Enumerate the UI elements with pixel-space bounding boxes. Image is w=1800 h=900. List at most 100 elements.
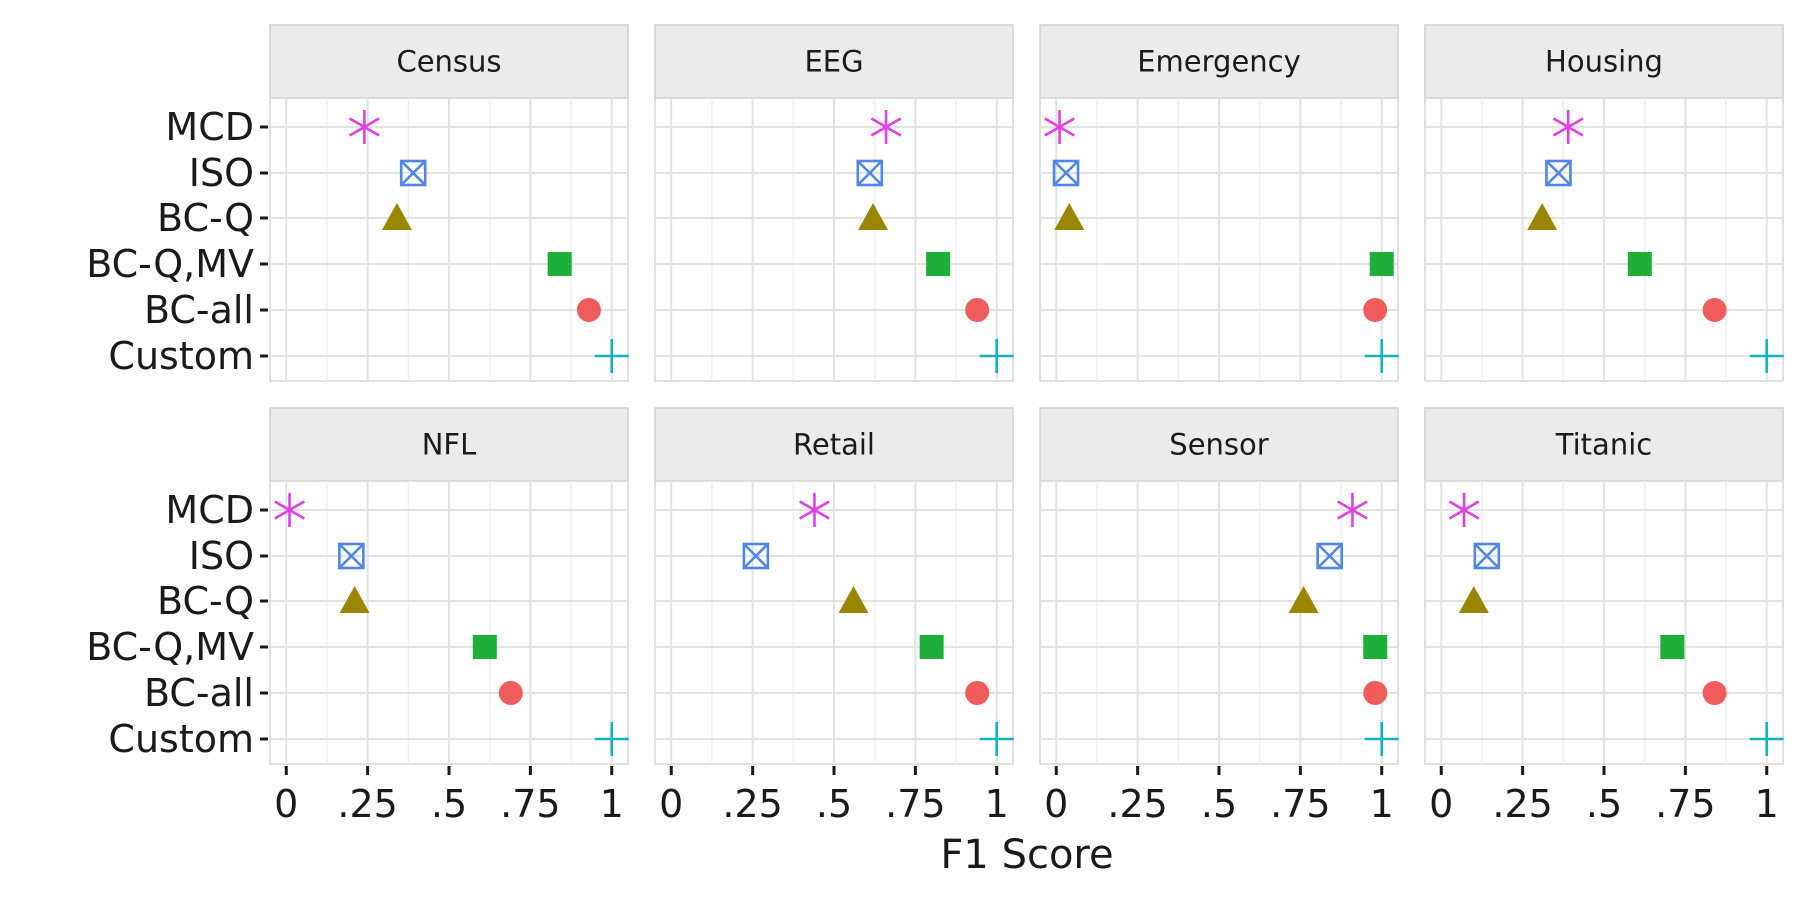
marker-retail-iso — [742, 542, 770, 570]
marker-census-mcd-stroke-2 — [349, 117, 380, 137]
marker-eeg-iso — [856, 159, 884, 187]
x-axis-title: F1 Score — [940, 832, 1113, 878]
marker-emergency-bc-all — [1363, 298, 1388, 322]
x-tick-label: .25 — [1107, 782, 1167, 826]
marker-emergency-iso — [1052, 159, 1080, 187]
marker-titanic-bc-q — [1458, 586, 1489, 613]
x-tick-label: 1 — [1755, 782, 1779, 826]
marker-titanic-iso-d2 — [1473, 543, 1500, 569]
marker-census-bc-all — [576, 298, 601, 322]
marker-sensor-mcd-stroke-2 — [1337, 500, 1368, 520]
x-tick-label: 1 — [1370, 782, 1394, 826]
marker-titanic-bc-all — [1702, 681, 1727, 705]
marker-eeg-bc-all — [965, 298, 990, 322]
marker-sensor-mcd — [1337, 493, 1368, 527]
marker-emergency-iso-d2 — [1053, 160, 1079, 186]
panel-census: Census — [269, 24, 629, 382]
marker-housing-bc-all — [1702, 298, 1727, 322]
x-tick-label: .25 — [1492, 782, 1552, 826]
marker-nfl-mcd — [274, 493, 305, 527]
marker-census-mcd — [349, 110, 380, 144]
x-tick-label: 0 — [1429, 782, 1453, 826]
marker-eeg-iso-d2 — [856, 160, 883, 186]
marker-sensor-bc-q — [1288, 586, 1319, 613]
x-tick-label: 0 — [274, 782, 298, 826]
y-tick-label: BC-all — [144, 671, 254, 715]
marker-census-iso — [399, 159, 427, 187]
marker-sensor-iso — [1316, 542, 1343, 570]
strip-eeg — [654, 24, 1014, 99]
y-tick-label: Custom — [108, 334, 254, 378]
x-tick-label: .5 — [816, 782, 852, 826]
marker-emergency-custom — [1364, 339, 1399, 373]
marker-retail-custom — [979, 722, 1014, 756]
y-tick-label: BC-Q — [157, 196, 254, 240]
panel-retail: Retail — [654, 407, 1014, 765]
strip-title-sensor: Sensor — [1169, 428, 1268, 462]
x-tick-label: .75 — [1270, 782, 1330, 826]
strip-census — [269, 24, 629, 99]
x-tick-label: 1 — [985, 782, 1009, 826]
panel-housing: Housing — [1424, 24, 1784, 382]
marker-nfl-bc-q — [339, 586, 370, 613]
marker-emergency-mcd — [1044, 110, 1075, 144]
marker-titanic-iso-box — [1473, 542, 1501, 570]
marker-housing-iso-d2 — [1545, 160, 1572, 186]
strip-title-eeg: EEG — [804, 45, 863, 79]
marker-housing-iso-box — [1545, 159, 1572, 187]
strip-emergency — [1039, 24, 1399, 99]
marker-titanic-mcd-stroke-2 — [1448, 500, 1480, 520]
marker-retail-mcd-stroke-2 — [799, 500, 830, 520]
x-tick-label: 0 — [1044, 782, 1068, 826]
marker-retail-bc-q — [838, 586, 869, 613]
marker-census-bc-q — [381, 203, 412, 230]
marker-eeg-iso-box — [856, 159, 884, 187]
x-tick-label: 1 — [600, 782, 624, 826]
y-tick-label: BC-all — [144, 288, 254, 332]
marker-nfl-iso-box — [338, 542, 365, 570]
marker-census-custom — [594, 339, 629, 373]
marker-retail-bc-q-mv — [919, 635, 944, 659]
y-tick-label: ISO — [189, 534, 254, 578]
marker-nfl-mcd-stroke-2 — [274, 500, 305, 520]
y-tick-label: MCD — [165, 488, 254, 532]
marker-retail-iso-box — [742, 542, 770, 570]
panel-titanic: Titanic — [1424, 407, 1784, 765]
marker-eeg-mcd-stroke-2 — [870, 117, 902, 137]
panel-emergency: Emergency — [1039, 24, 1399, 382]
strip-retail — [654, 407, 1014, 482]
marker-census-bc-q-mv — [547, 252, 572, 276]
marker-housing-mcd — [1552, 110, 1584, 144]
panel-sensor: Sensor — [1039, 407, 1399, 765]
marker-retail-mcd — [799, 493, 830, 527]
marker-housing-iso — [1545, 159, 1572, 187]
marker-eeg-mcd — [870, 110, 902, 144]
marker-retail-bc-all — [965, 681, 990, 705]
marker-nfl-bc-q-mv — [472, 635, 497, 659]
marker-census-iso-box — [399, 159, 427, 187]
marker-emergency-bc-q-mv — [1369, 252, 1394, 276]
y-tick-label: BC-Q — [157, 579, 254, 623]
marker-sensor-bc-all — [1363, 681, 1388, 705]
y-tick-label: MCD — [165, 105, 254, 149]
strip-title-housing: Housing — [1545, 45, 1663, 79]
strip-title-titanic: Titanic — [1555, 428, 1652, 462]
x-tick-label: .5 — [431, 782, 467, 826]
strip-housing — [1424, 24, 1784, 99]
marker-housing-mcd-stroke-2 — [1552, 117, 1584, 137]
strip-titanic — [1424, 407, 1784, 482]
x-tick-label: .75 — [885, 782, 945, 826]
marker-sensor-bc-q-mv — [1363, 635, 1388, 659]
marker-nfl-iso — [338, 542, 365, 570]
marker-titanic-bc-q-mv — [1660, 635, 1685, 659]
marker-titanic-iso — [1473, 542, 1501, 570]
strip-title-nfl: NFL — [422, 428, 477, 462]
y-tick-label: ISO — [189, 151, 254, 195]
panel-eeg: EEG — [654, 24, 1014, 382]
marker-emergency-mcd-stroke-2 — [1044, 117, 1075, 137]
strip-title-retail: Retail — [793, 428, 875, 462]
marker-nfl-bc-all — [498, 681, 523, 705]
marker-titanic-custom — [1749, 722, 1784, 756]
x-tick-label: 0 — [659, 782, 683, 826]
